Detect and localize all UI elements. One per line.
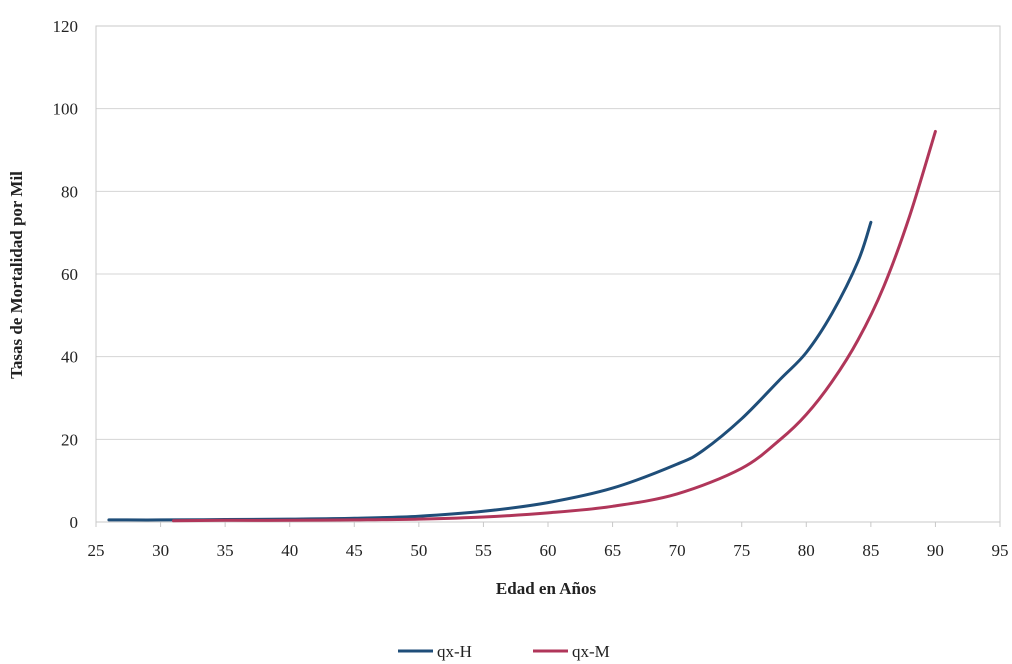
- y-tick-label: 120: [53, 17, 79, 36]
- x-tick-label: 70: [669, 541, 686, 560]
- x-tick-label: 45: [346, 541, 363, 560]
- y-tick-label: 60: [61, 265, 78, 284]
- x-tick-label: 40: [281, 541, 298, 560]
- x-tick-label: 55: [475, 541, 492, 560]
- y-axis-label: Tasas de Mortalidad por Mil: [7, 171, 26, 379]
- x-tick-label: 75: [733, 541, 750, 560]
- x-tick-label: 50: [410, 541, 427, 560]
- y-tick-label: 0: [70, 513, 79, 532]
- legend-label-qx-h: qx-H: [437, 642, 472, 661]
- x-tick-label: 65: [604, 541, 621, 560]
- x-tick-label: 60: [540, 541, 557, 560]
- x-tick-label: 90: [927, 541, 944, 560]
- x-tick-label: 25: [88, 541, 105, 560]
- x-tick-label: 30: [152, 541, 169, 560]
- data-series: [107, 129, 937, 523]
- y-tick-label: 80: [61, 182, 78, 201]
- series-line-qx-h: [107, 220, 873, 522]
- series-line-qx-m: [172, 129, 937, 523]
- x-tick-label: 80: [798, 541, 815, 560]
- grid-lines: [96, 25, 1000, 523]
- legend: qx-H qx-M: [398, 642, 610, 661]
- x-tick-label: 85: [862, 541, 879, 560]
- x-tick-label: 95: [992, 541, 1009, 560]
- y-axis-tick-labels: 0 20 40 60 80 100 120: [53, 17, 79, 532]
- x-axis-tick-labels: 25 30 35 40 45 50 55 60 65 70 75 80 85 90 95: [88, 522, 1009, 560]
- y-tick-label: 100: [53, 100, 79, 119]
- legend-label-qx-m: qx-M: [572, 642, 610, 661]
- x-tick-label: 35: [217, 541, 234, 560]
- y-tick-label: 20: [61, 430, 78, 449]
- x-axis-label: Edad en Años: [496, 579, 597, 598]
- y-tick-label: 40: [61, 348, 78, 367]
